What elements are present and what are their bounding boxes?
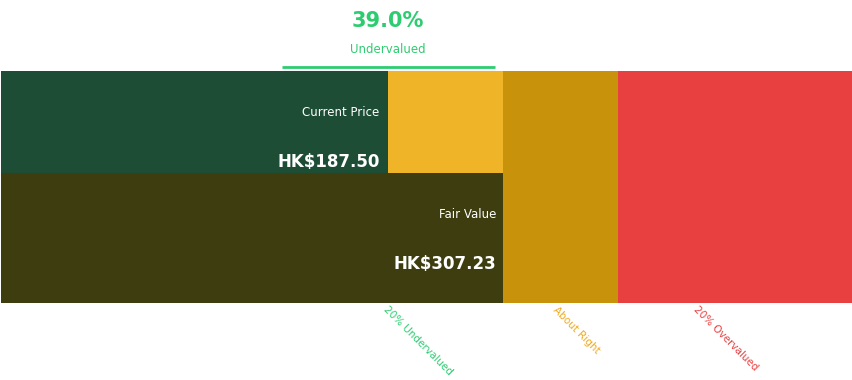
- Text: 39.0%: 39.0%: [352, 11, 424, 31]
- Bar: [617, 71, 850, 303]
- Text: 20% Undervalued: 20% Undervalued: [381, 305, 453, 377]
- Text: Current Price: Current Price: [302, 106, 379, 119]
- Bar: [2, 71, 388, 303]
- Text: Undervalued: Undervalued: [350, 43, 425, 56]
- Bar: [503, 71, 617, 303]
- Text: About Right: About Right: [550, 305, 602, 355]
- Text: Fair Value: Fair Value: [438, 208, 496, 222]
- Text: HK$307.23: HK$307.23: [393, 255, 496, 273]
- Text: 20% Overvalued: 20% Overvalued: [691, 305, 759, 373]
- Bar: [388, 71, 503, 303]
- Bar: [2, 173, 503, 303]
- Text: HK$187.50: HK$187.50: [277, 153, 379, 171]
- Bar: [2, 71, 388, 201]
